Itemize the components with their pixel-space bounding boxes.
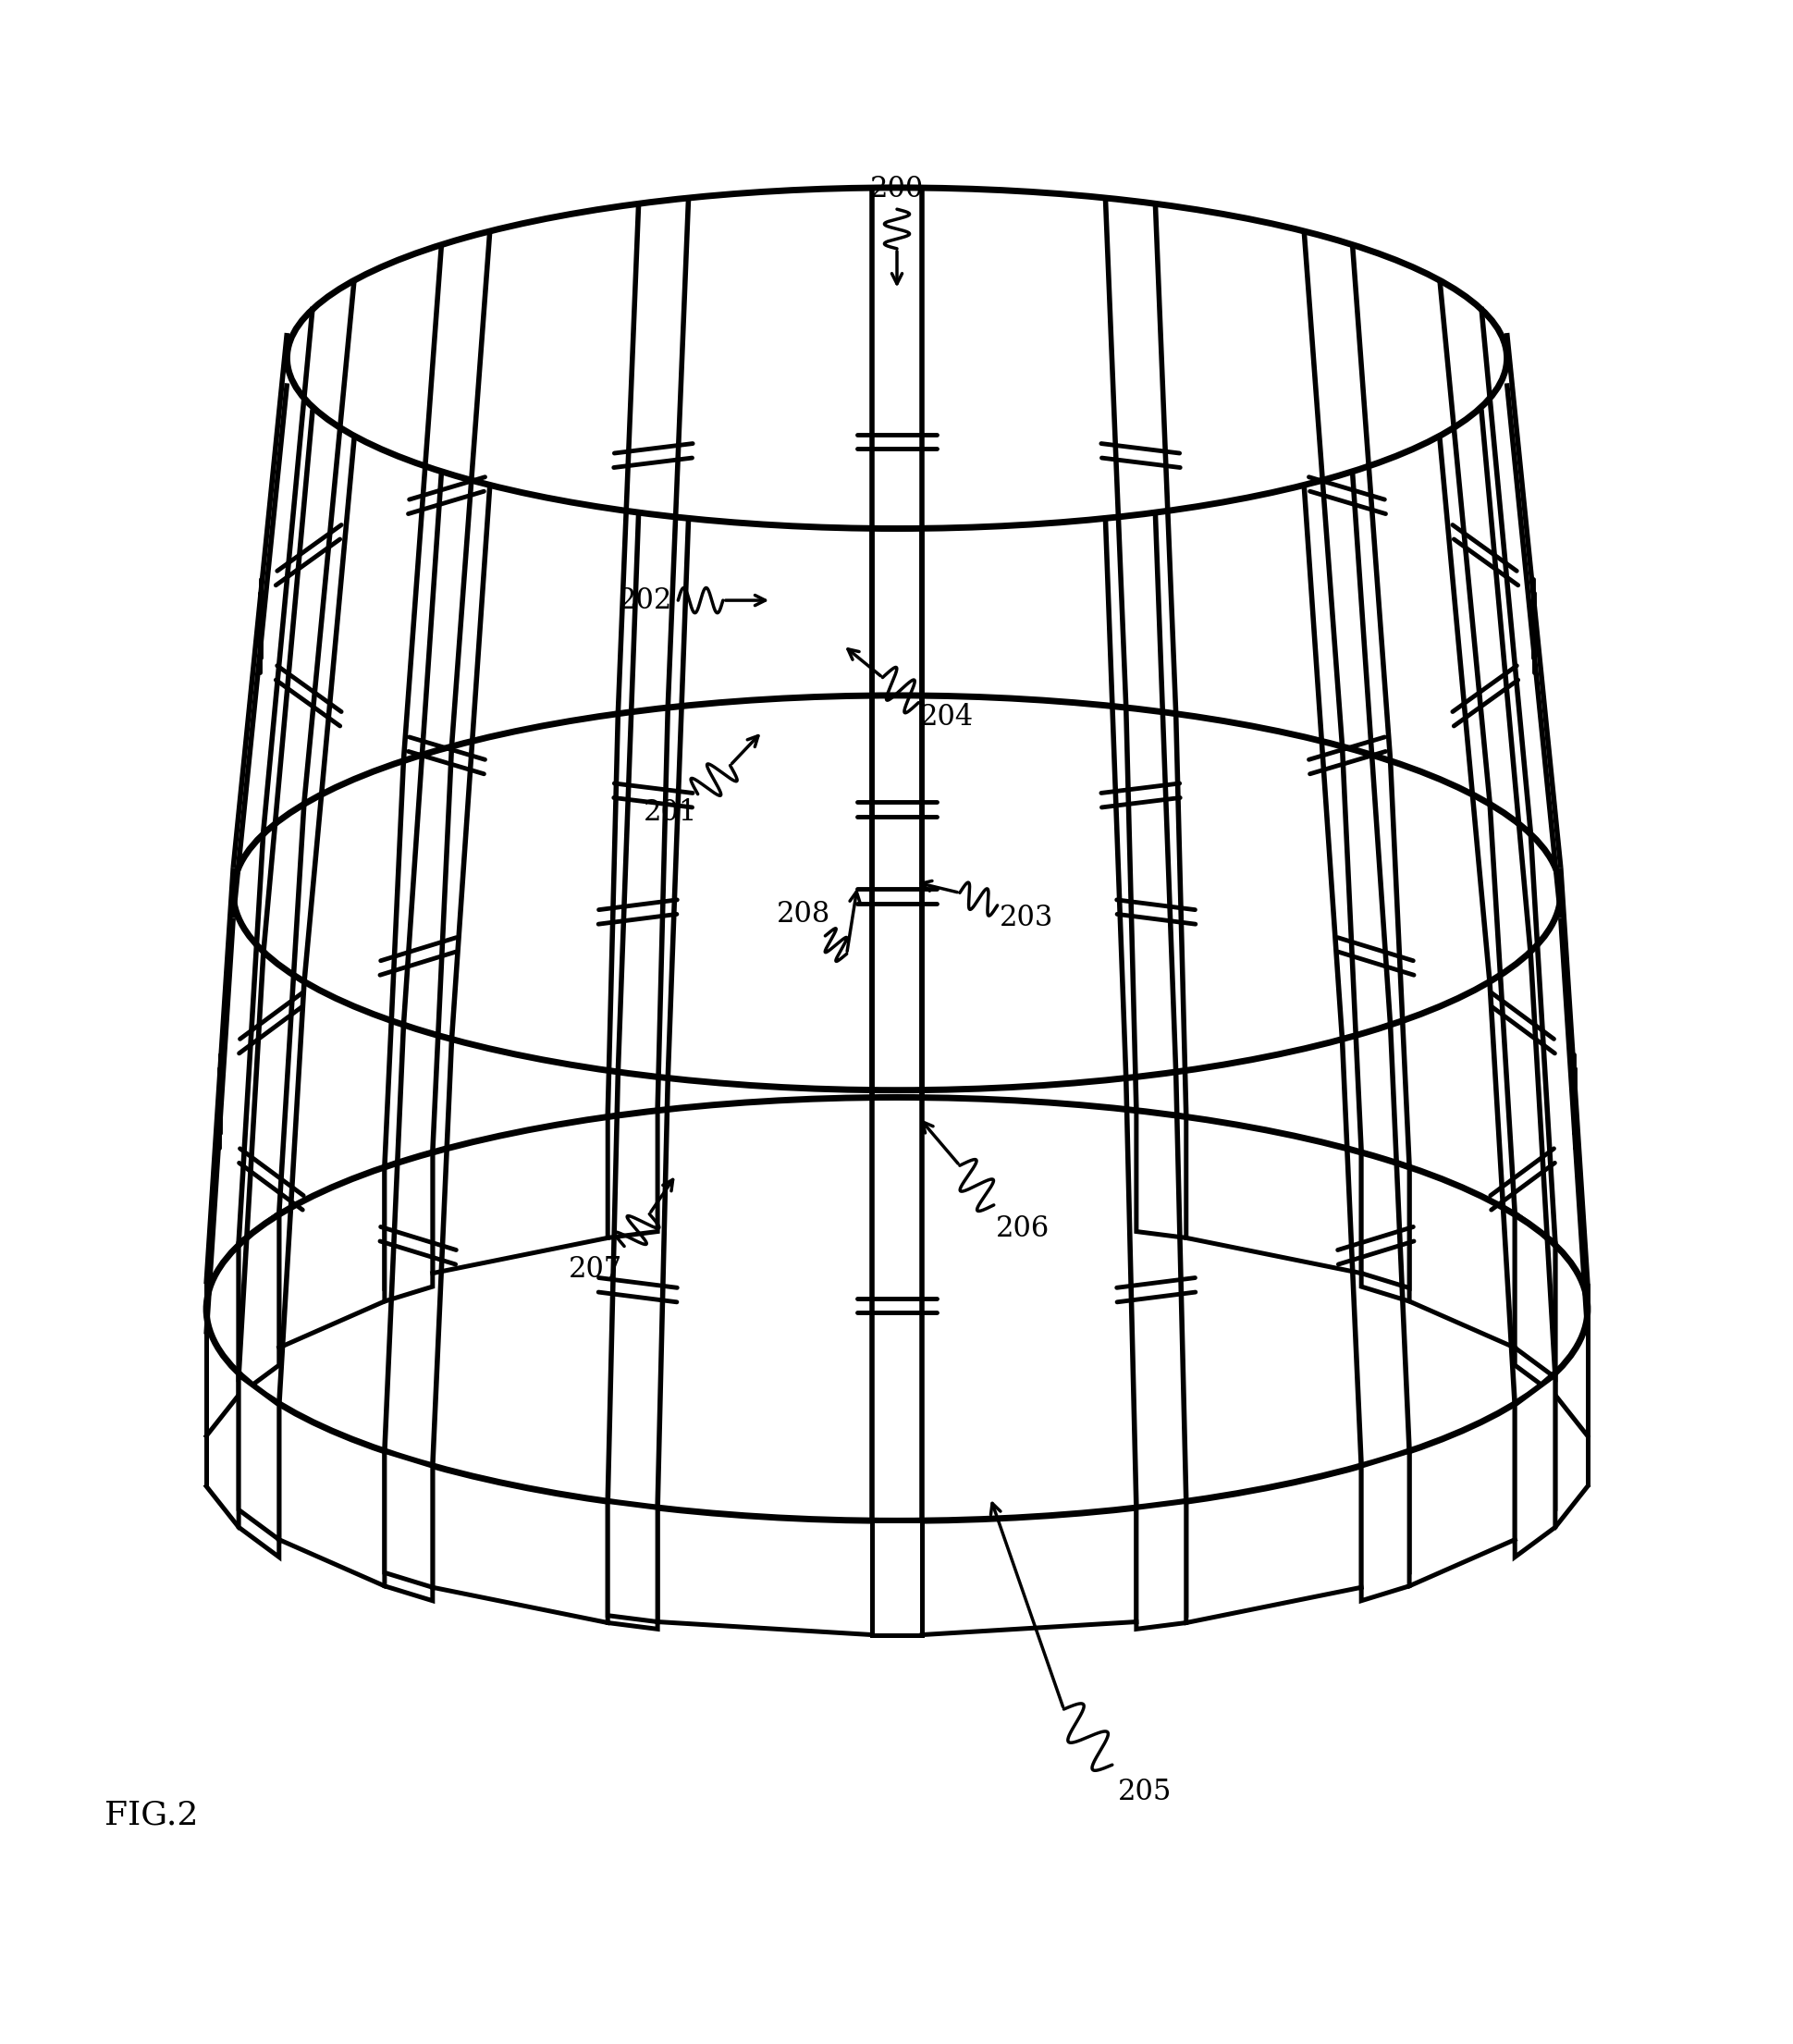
Polygon shape xyxy=(238,1214,280,1396)
Text: 208: 208 xyxy=(776,899,830,928)
Polygon shape xyxy=(608,1502,658,1629)
Text: FIG.2: FIG.2 xyxy=(104,1799,197,1831)
Polygon shape xyxy=(1513,1214,1555,1396)
Polygon shape xyxy=(1513,1376,1555,1539)
Text: 204: 204 xyxy=(920,703,974,732)
Polygon shape xyxy=(1361,1451,1409,1588)
Text: 201: 201 xyxy=(644,797,697,826)
Text: 205: 205 xyxy=(1117,1778,1171,1807)
Polygon shape xyxy=(871,1521,922,1635)
Text: 203: 203 xyxy=(999,903,1052,932)
Text: 207: 207 xyxy=(568,1255,622,1284)
Polygon shape xyxy=(1135,1502,1185,1629)
Polygon shape xyxy=(1361,1153,1409,1302)
Polygon shape xyxy=(238,1214,280,1378)
Text: 206: 206 xyxy=(995,1214,1049,1243)
Polygon shape xyxy=(608,1110,658,1239)
Polygon shape xyxy=(608,1502,658,1621)
Polygon shape xyxy=(871,1521,922,1635)
Polygon shape xyxy=(384,1153,432,1302)
Polygon shape xyxy=(1361,1153,1409,1288)
Polygon shape xyxy=(1135,1110,1185,1239)
Polygon shape xyxy=(1513,1214,1555,1378)
Polygon shape xyxy=(238,1376,280,1539)
Text: 200: 200 xyxy=(870,176,923,204)
Polygon shape xyxy=(238,1376,280,1558)
Polygon shape xyxy=(1361,1451,1409,1600)
Text: 202: 202 xyxy=(619,587,672,615)
Polygon shape xyxy=(384,1451,432,1588)
Polygon shape xyxy=(384,1451,432,1600)
Polygon shape xyxy=(1513,1376,1555,1558)
Polygon shape xyxy=(1135,1502,1185,1621)
Polygon shape xyxy=(384,1153,432,1288)
